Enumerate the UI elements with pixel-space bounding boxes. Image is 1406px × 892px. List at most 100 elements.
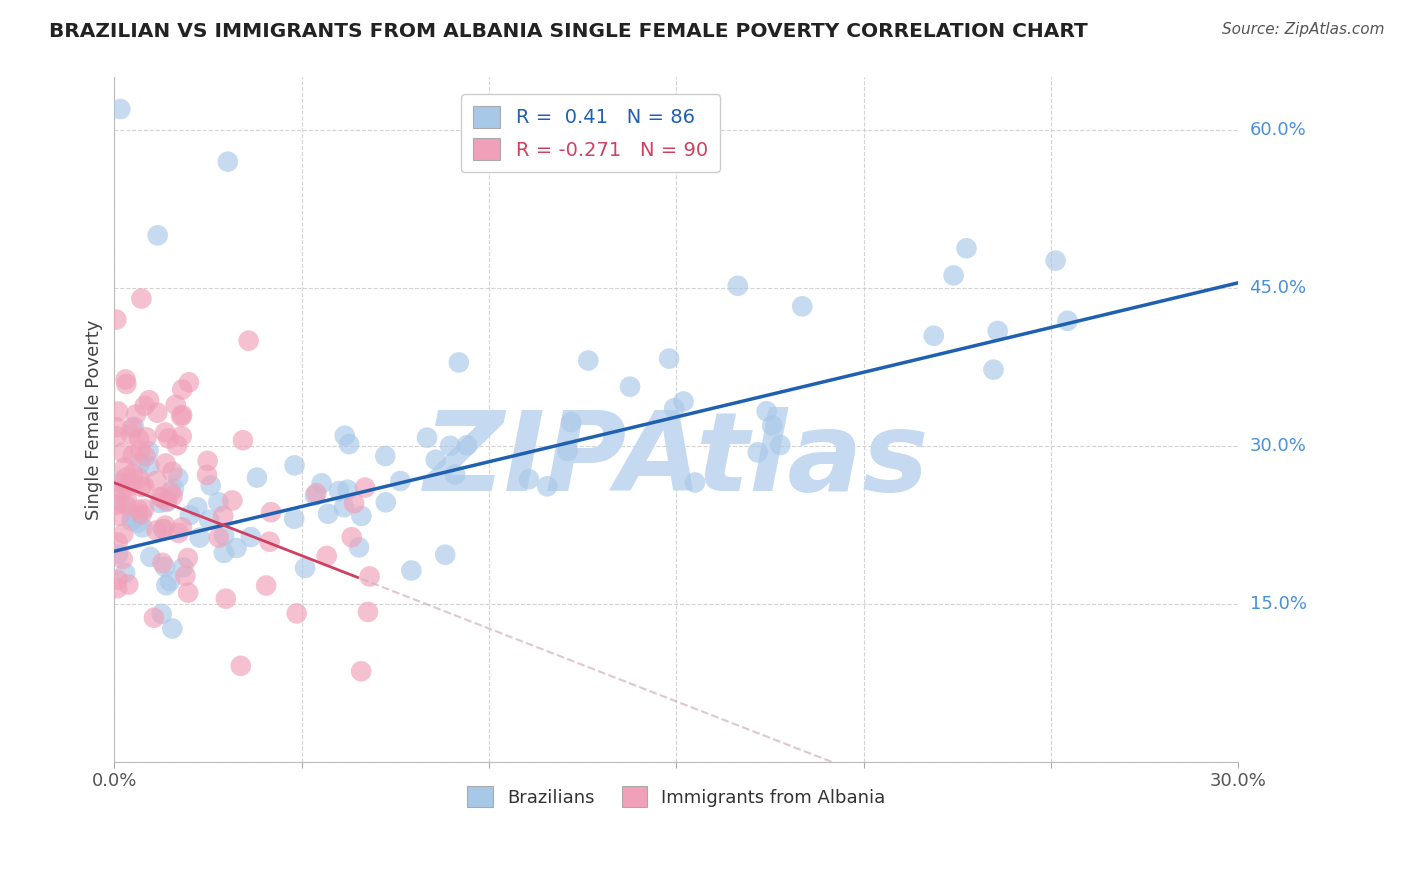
Point	[155, 457, 177, 471]
Point	[138, 393, 160, 408]
Point	[560, 415, 582, 429]
Point	[163, 482, 186, 496]
Point	[336, 483, 359, 497]
Point	[434, 548, 457, 562]
Point	[108, 476, 131, 491]
Point	[150, 491, 173, 505]
Point	[217, 154, 239, 169]
Point	[121, 421, 143, 435]
Point	[166, 438, 188, 452]
Point	[172, 383, 194, 397]
Point	[983, 362, 1005, 376]
Point	[170, 429, 193, 443]
Point	[121, 448, 143, 462]
Point	[121, 510, 143, 524]
Point	[115, 491, 138, 506]
Point	[444, 467, 467, 482]
Point	[122, 419, 145, 434]
Point	[294, 561, 316, 575]
Point	[148, 496, 170, 510]
Point	[683, 475, 706, 490]
Point	[152, 522, 174, 536]
Text: ZIPAtlas: ZIPAtlas	[423, 407, 929, 514]
Point	[315, 549, 337, 563]
Point	[139, 549, 162, 564]
Point	[350, 665, 373, 679]
Point	[198, 513, 221, 527]
Point	[170, 409, 193, 424]
Point	[1045, 253, 1067, 268]
Point	[207, 495, 229, 509]
Point	[987, 324, 1010, 338]
Y-axis label: Single Female Poverty: Single Female Poverty	[86, 319, 103, 520]
Point	[155, 425, 177, 440]
Point	[145, 524, 167, 538]
Point	[131, 292, 153, 306]
Text: 15.0%: 15.0%	[1250, 595, 1306, 613]
Point	[135, 430, 157, 444]
Point	[177, 376, 200, 390]
Point	[343, 496, 366, 510]
Point	[162, 622, 184, 636]
Point	[254, 578, 277, 592]
Point	[153, 560, 176, 574]
Point	[922, 328, 945, 343]
Point	[328, 483, 350, 498]
Point	[107, 573, 129, 587]
Point	[311, 476, 333, 491]
Point	[374, 449, 396, 463]
Point	[131, 480, 153, 494]
Point	[105, 581, 128, 595]
Point	[374, 495, 396, 509]
Point	[221, 493, 243, 508]
Point	[159, 484, 181, 499]
Point	[747, 445, 769, 459]
Point	[238, 334, 260, 348]
Point	[172, 560, 194, 574]
Point	[135, 450, 157, 464]
Point	[107, 404, 129, 418]
Point	[107, 547, 129, 561]
Point	[259, 534, 281, 549]
Point	[333, 428, 356, 442]
Point	[200, 478, 222, 492]
Point	[285, 607, 308, 621]
Point	[149, 490, 172, 504]
Point	[260, 505, 283, 519]
Point	[128, 508, 150, 522]
Point	[107, 535, 129, 549]
Point	[359, 569, 381, 583]
Point	[755, 404, 778, 418]
Point	[108, 495, 131, 509]
Point	[357, 605, 380, 619]
Point	[105, 429, 128, 443]
Text: 45.0%: 45.0%	[1250, 279, 1306, 297]
Point	[536, 479, 558, 493]
Point	[114, 566, 136, 580]
Point	[105, 420, 128, 434]
Point	[142, 611, 165, 625]
Point	[117, 480, 139, 494]
Point	[304, 488, 326, 502]
Point	[114, 498, 136, 512]
Point	[134, 479, 156, 493]
Point	[576, 353, 599, 368]
Point	[128, 457, 150, 471]
Point	[350, 508, 373, 523]
Point	[212, 508, 235, 523]
Point	[439, 439, 461, 453]
Point	[170, 520, 193, 534]
Point	[150, 607, 173, 621]
Point	[172, 408, 194, 422]
Point	[354, 481, 377, 495]
Point	[942, 268, 965, 283]
Point	[108, 475, 131, 489]
Point	[120, 475, 142, 489]
Point	[761, 418, 783, 433]
Point	[146, 406, 169, 420]
Point	[389, 474, 412, 488]
Text: 60.0%: 60.0%	[1250, 121, 1306, 139]
Point	[157, 431, 180, 445]
Point	[197, 454, 219, 468]
Point	[619, 379, 641, 393]
